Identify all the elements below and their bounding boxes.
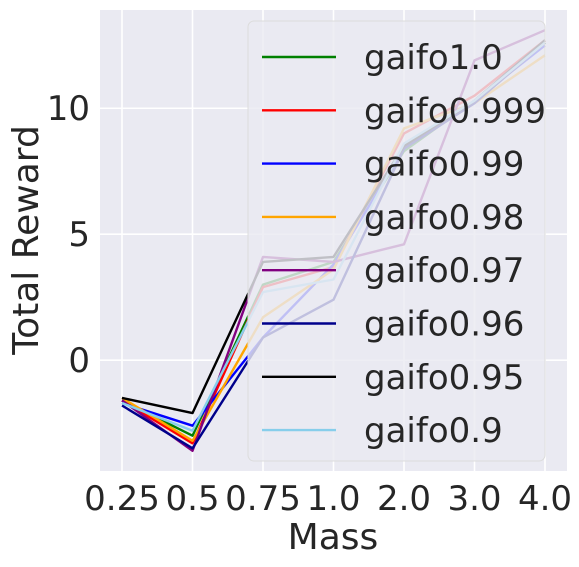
x-tick-label: 0.25 — [84, 479, 160, 519]
x-tick-label: 3.0 — [447, 479, 501, 519]
y-ticks: 0 5 10 — [47, 89, 90, 381]
legend-label: gaifo0.999 — [364, 91, 546, 131]
x-tick-label: 4.0 — [518, 479, 572, 519]
legend-box — [247, 20, 546, 462]
legend-label: gaifo0.99 — [364, 145, 524, 185]
legend: gaifo1.0 gaifo0.999 gaifo0.99 gaifo0.98 gaif… — [247, 20, 546, 462]
x-tick-label: 1.0 — [306, 479, 360, 519]
legend-label: gaifo0.9 — [364, 411, 503, 451]
x-ticks: 0.25 0.5 0.75 1.0 2.0 3.0 4.0 — [84, 479, 572, 519]
legend-label: gaifo0.98 — [364, 198, 524, 238]
y-tick-label: 5 — [68, 215, 90, 255]
y-tick-label: 0 — [68, 341, 90, 381]
x-axis-label: Mass — [288, 517, 379, 558]
legend-label: gaifo0.95 — [364, 358, 524, 398]
legend-label: gaifo0.97 — [364, 251, 524, 291]
legend-label: gaifo1.0 — [364, 38, 503, 78]
x-tick-label: 0.5 — [165, 479, 219, 519]
legend-label: gaifo0.96 — [364, 305, 524, 345]
y-tick-label: 10 — [47, 89, 90, 129]
y-axis-label: Total Reward — [6, 125, 47, 356]
x-tick-label: 2.0 — [377, 479, 431, 519]
x-tick-label: 0.75 — [225, 479, 301, 519]
